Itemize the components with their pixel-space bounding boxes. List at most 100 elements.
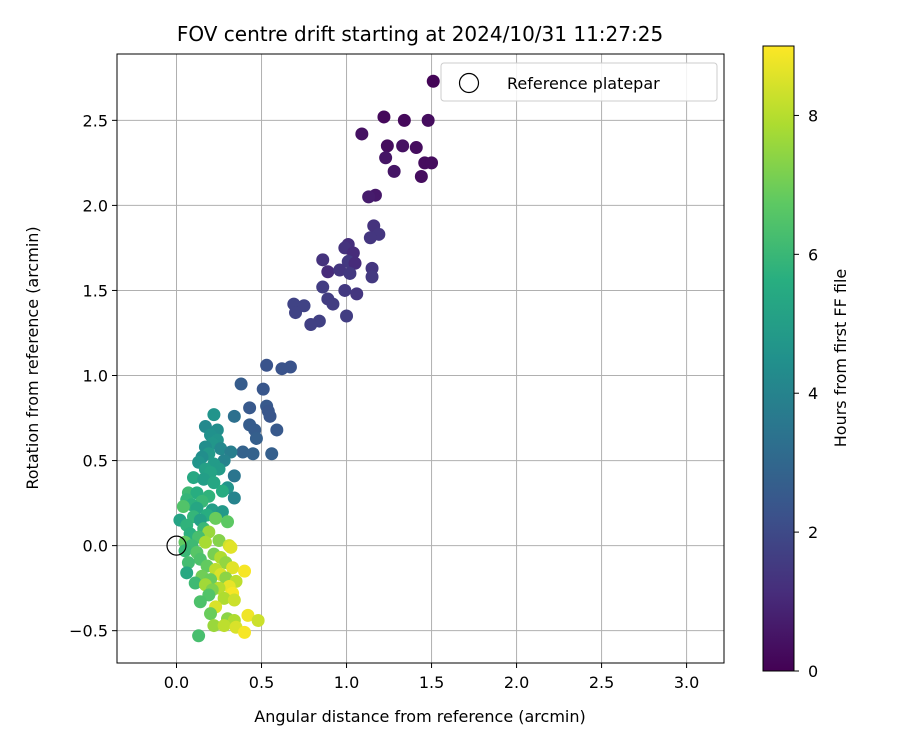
y-axis-label: Rotation from reference (arcmin) bbox=[23, 226, 42, 489]
scatter-point bbox=[316, 253, 330, 267]
scatter-point bbox=[215, 484, 229, 498]
scatter-point bbox=[197, 472, 211, 486]
scatter-point bbox=[238, 564, 252, 578]
scatter-point bbox=[377, 110, 391, 124]
scatter-point bbox=[243, 401, 257, 415]
colorbar-ticks: 0 2 4 6 8 bbox=[794, 106, 818, 681]
scatter-point bbox=[397, 113, 411, 127]
scatter-point bbox=[217, 619, 231, 633]
scatter-point bbox=[209, 511, 223, 525]
y-tick-label: 1.0 bbox=[83, 367, 108, 386]
y-tick-label: −0.5 bbox=[69, 622, 108, 641]
scatter-point bbox=[227, 469, 241, 483]
scatter-point bbox=[426, 74, 440, 88]
colorbar-gradient bbox=[762, 45, 795, 672]
scatter-point bbox=[227, 409, 241, 423]
scatter-point bbox=[227, 593, 241, 607]
plot-frame bbox=[116, 53, 725, 664]
y-tick-label: 0.5 bbox=[83, 452, 108, 471]
scatter-point bbox=[387, 164, 401, 178]
scatter-point bbox=[202, 525, 216, 539]
x-tick-label: 1.5 bbox=[419, 673, 444, 692]
legend-reference-marker bbox=[458, 72, 480, 94]
scatter-point bbox=[263, 409, 277, 423]
colorbar-label: Hours from first FF file bbox=[831, 269, 850, 448]
scatter-point bbox=[224, 540, 238, 554]
scatter-point bbox=[236, 445, 250, 459]
colorbar-tick-label: 6 bbox=[808, 245, 818, 264]
scatter-point bbox=[251, 613, 265, 627]
colorbar-tick-label: 0 bbox=[808, 662, 818, 681]
scatter-point bbox=[421, 113, 435, 127]
x-axis-ticks: 0.0 0.5 1.0 1.5 2.0 2.5 3.0 bbox=[164, 663, 699, 692]
chart-title: FOV centre drift starting at 2024/10/31 … bbox=[177, 22, 663, 46]
scatter-point bbox=[193, 595, 207, 609]
scatter-point bbox=[226, 561, 240, 575]
x-axis-label: Angular distance from reference (arcmin) bbox=[254, 707, 585, 726]
scatter-point bbox=[188, 576, 202, 590]
scatter-point bbox=[241, 608, 255, 622]
scatter-point bbox=[365, 270, 379, 284]
y-tick-label: 0.0 bbox=[83, 537, 108, 556]
legend-entry-reference: Reference platepar bbox=[507, 74, 660, 93]
scatter-point bbox=[207, 619, 221, 633]
scatter-point bbox=[333, 263, 347, 277]
scatter-point bbox=[348, 256, 362, 270]
legend: Reference platepar bbox=[440, 62, 718, 102]
scatter-point bbox=[217, 591, 231, 605]
x-tick-label: 2.0 bbox=[504, 673, 529, 692]
x-tick-label: 0.5 bbox=[249, 673, 274, 692]
scatter-point bbox=[343, 266, 357, 280]
scatter-point bbox=[363, 231, 377, 245]
scatter-point bbox=[198, 535, 212, 549]
scatter-point bbox=[180, 566, 194, 580]
scatter-point bbox=[316, 280, 330, 294]
x-tick-label: 1.0 bbox=[334, 673, 359, 692]
scatter-point bbox=[414, 169, 428, 183]
scatter-point bbox=[214, 442, 228, 456]
grid-lines bbox=[117, 54, 724, 663]
scatter-point bbox=[396, 139, 410, 153]
y-tick-label: 1.5 bbox=[83, 281, 108, 300]
scatter-point bbox=[176, 499, 190, 513]
scatter-point bbox=[246, 447, 260, 461]
scatter-point bbox=[304, 317, 318, 331]
scatter-point bbox=[260, 358, 274, 372]
scatter-point bbox=[350, 287, 364, 301]
scatter-point bbox=[212, 534, 226, 548]
scatter-point bbox=[221, 515, 235, 529]
x-tick-label: 3.0 bbox=[674, 673, 699, 692]
legend-box bbox=[440, 62, 718, 102]
scatter-point bbox=[227, 491, 241, 505]
scatter-points bbox=[173, 74, 440, 643]
scatter-point bbox=[181, 556, 195, 570]
colorbar-tick-label: 2 bbox=[808, 523, 818, 542]
scatter-point bbox=[275, 362, 289, 376]
scatter-point bbox=[379, 151, 393, 165]
scatter-point bbox=[207, 476, 221, 490]
scatter-point bbox=[425, 156, 439, 170]
scatter-point bbox=[321, 265, 335, 279]
scatter-point bbox=[249, 431, 263, 445]
scatter-point bbox=[187, 471, 201, 485]
y-tick-label: 2.0 bbox=[83, 196, 108, 215]
y-axis-ticks: −0.5 0.0 0.5 1.0 1.5 2.0 2.5 bbox=[69, 111, 117, 641]
scatter-point bbox=[338, 283, 352, 297]
scatter-point bbox=[256, 382, 270, 396]
scatter-point bbox=[265, 447, 279, 461]
colorbar-tick-label: 4 bbox=[808, 384, 818, 403]
scatter-point bbox=[409, 141, 423, 155]
x-tick-label: 2.5 bbox=[589, 673, 614, 692]
colorbar: 0 2 4 6 8 Hours from first FF file bbox=[762, 45, 850, 681]
scatter-point bbox=[380, 139, 394, 153]
scatter-point bbox=[326, 297, 340, 311]
y-tick-label: 2.5 bbox=[83, 111, 108, 130]
scatter-point bbox=[340, 309, 354, 323]
scatter-point bbox=[289, 306, 303, 320]
scatter-point bbox=[355, 127, 369, 141]
scatter-point bbox=[234, 377, 248, 391]
scatter-point bbox=[204, 607, 218, 621]
scatter-point bbox=[238, 625, 252, 639]
scatter-point bbox=[270, 423, 284, 437]
